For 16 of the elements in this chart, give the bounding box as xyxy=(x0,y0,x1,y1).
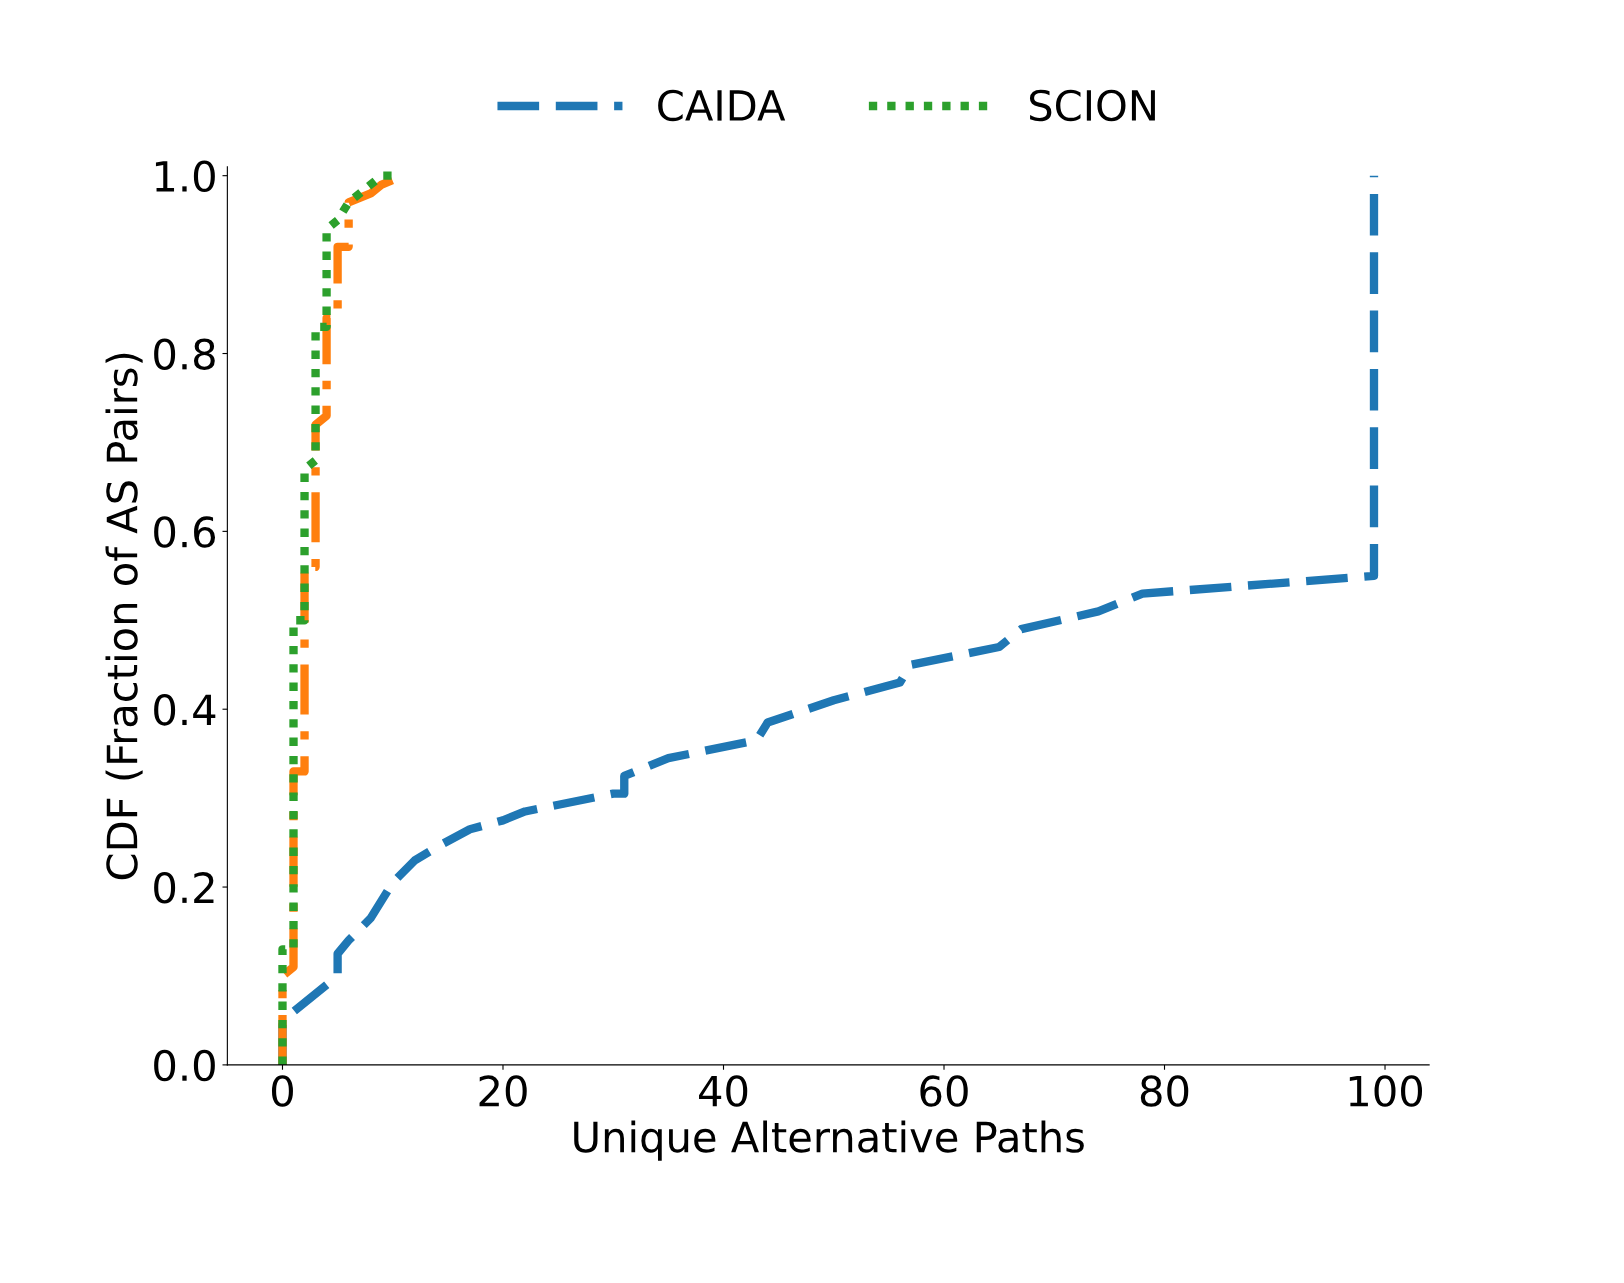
legend-label: SCION xyxy=(1029,89,1155,122)
y-tick-label: 0.6 xyxy=(154,516,216,548)
legend-label: CAIDA xyxy=(658,89,786,122)
x-tick-label: 20 xyxy=(479,1075,527,1107)
y-tick-label: 0.8 xyxy=(154,338,215,370)
y-tick-label: 1.0 xyxy=(155,160,215,193)
x-tick-label: 0 xyxy=(271,1075,293,1107)
y-axis-title: CDF (Fraction of AS Pairs) xyxy=(105,353,143,880)
x-tick-label: 80 xyxy=(1140,1075,1189,1107)
x-tick-label: 40 xyxy=(699,1075,748,1107)
x-tick-label: 60 xyxy=(920,1075,968,1107)
y-tick-label: 0.4 xyxy=(154,694,216,726)
x-tick-label: 100 xyxy=(1349,1075,1423,1107)
x-axis-title: Unique Alternative Paths xyxy=(574,1120,1084,1161)
y-tick-label: 0.0 xyxy=(154,1049,215,1082)
y-tick-label: 0.2 xyxy=(154,871,214,904)
